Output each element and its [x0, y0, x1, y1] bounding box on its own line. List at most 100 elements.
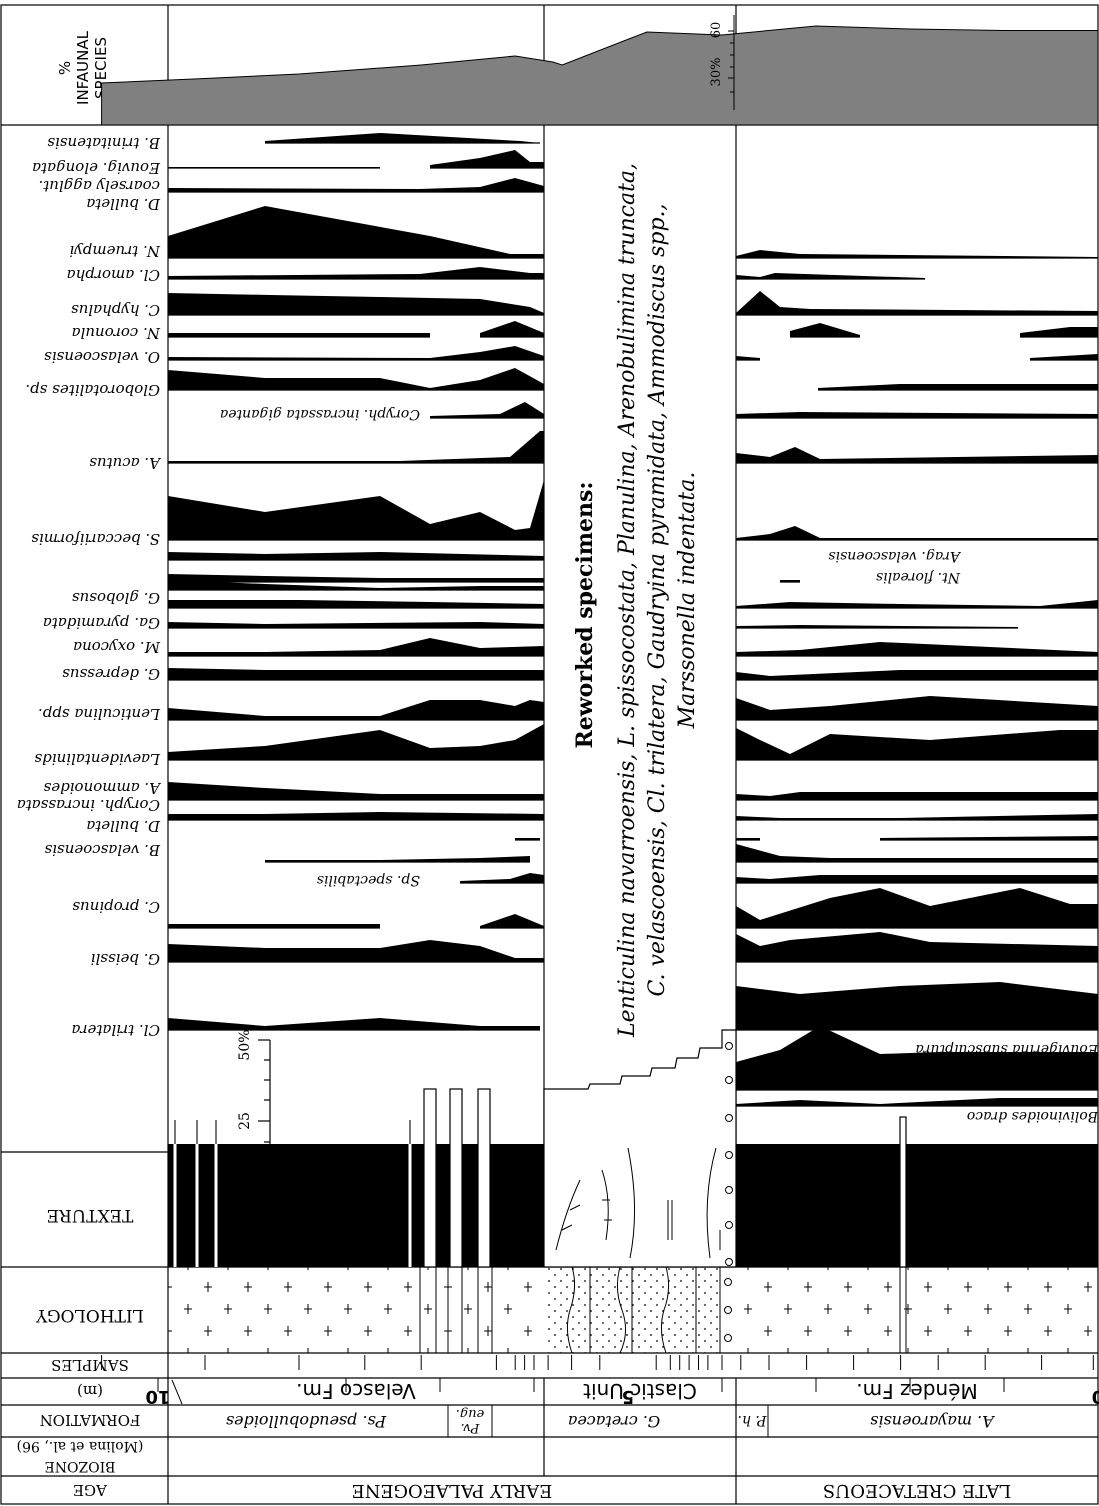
biozone-pv-eug: eug.	[456, 1406, 485, 1421]
taxon-label: A. acutus	[89, 454, 162, 472]
taxon-abundance-band	[736, 642, 1098, 656]
depth-scale: 10 5 0	[145, 1378, 1099, 1407]
taxon-label: coarsely agglut.	[38, 177, 160, 195]
taxon-abundance-band	[736, 982, 1098, 1030]
taxon-abundance-band	[736, 291, 1098, 315]
taxon-abundance-band	[736, 356, 760, 360]
infaunal-area	[101, 25, 1099, 126]
taxon-abundance-band	[168, 333, 430, 337]
taxon-label: Ga. pyramidata	[43, 614, 160, 632]
taxon-abundance-band	[736, 273, 925, 279]
taxon-abundance-band	[168, 940, 544, 962]
taxon-abundance-band	[168, 638, 544, 656]
header-samples: SAMPLES	[51, 1356, 129, 1374]
formation-mendez: Méndez Fm.	[856, 1379, 977, 1403]
depth-label: 0	[1092, 1386, 1099, 1407]
texture-column	[168, 1029, 1098, 1268]
header-texture: TEXTURE	[47, 1205, 134, 1225]
age-early-palaeogene: EARLY PALAEOGENE	[352, 1480, 553, 1501]
infaunal-scale: 60 30%	[709, 15, 735, 110]
taxon-label: N. coronula	[72, 324, 161, 342]
depth-axis-start	[171, 1379, 183, 1405]
taxon-abundance-band	[736, 625, 1018, 628]
taxon-label: Globorotalites sp.	[25, 381, 160, 399]
inline-taxon-label: Arag. velascoensis	[828, 548, 962, 564]
taxon-label: G. depressus	[62, 665, 160, 683]
taxon-abundance-band	[168, 924, 380, 928]
abundance-scale-25: 25	[237, 1112, 253, 1130]
taxon-abundance-band	[480, 321, 544, 337]
infaunal-scale-30: 30%	[709, 58, 724, 87]
column-headers: % INFAUNAL SPECIES TEXTURE LITHOLOGY SAM…	[17, 30, 144, 1499]
sample-ticks	[101, 1355, 1094, 1370]
taxon-abundance-band	[168, 700, 544, 720]
taxon-abundance-band	[736, 447, 1098, 463]
taxon-abundance-band	[168, 782, 544, 800]
taxon-abundance-band	[1030, 354, 1098, 360]
taxon-abundance-band	[168, 431, 544, 463]
header-formation: FORMATION	[40, 1411, 141, 1429]
taxon-label: D. bulleta	[86, 195, 161, 213]
formation-velasco: Velasco Fm.	[296, 1379, 416, 1403]
header-infaunal-line2: INFAUNAL	[74, 30, 92, 105]
depth-label: 5	[622, 1386, 635, 1407]
taxon-abundance-band	[736, 844, 1098, 862]
taxon-label: Laevidentalinids	[34, 750, 161, 768]
taxon-label: O. velascoensis	[44, 348, 160, 366]
inline-taxon-label: Sp. spectabilis	[317, 872, 420, 888]
taxon-abundance-band	[1020, 327, 1098, 337]
header-infaunal-line1: %	[56, 61, 74, 75]
taxon-abundance-band	[168, 580, 544, 590]
header-biozone-line1: (Molina et al., 96)	[17, 1438, 144, 1454]
taxa-bands	[168, 133, 1098, 1107]
taxon-abundance-band	[736, 696, 1098, 720]
taxon-label: A. ammonoides	[43, 779, 162, 797]
taxon-abundance-band	[736, 792, 1098, 800]
biozone-pv: Pv.	[461, 1420, 481, 1435]
taxon-abundance-band	[736, 526, 1098, 540]
taxon-abundance-band	[430, 150, 544, 168]
taxon-abundance-band	[265, 133, 540, 143]
lithology-column	[168, 1266, 1098, 1354]
taxon-abundance-band	[480, 914, 544, 928]
taxon-abundance-band	[168, 574, 544, 582]
reworked-line-2: C. velascoensis, Cl. trilatera, Gaudryin…	[645, 203, 670, 996]
abundance-scale-0: 0	[237, 1159, 253, 1168]
taxon-label: N. truempyi	[69, 242, 161, 260]
taxon-label: B. trinitatensis	[47, 134, 161, 152]
taxon-abundance-band	[736, 412, 1098, 418]
taxon-abundance-band	[736, 1026, 1098, 1090]
taxon-abundance-band	[736, 250, 1098, 258]
biozone-ph: P. h.	[738, 1412, 768, 1428]
taxon-abundance-band	[168, 622, 544, 628]
taxon-abundance-band	[168, 668, 544, 680]
taxon-abundance-band	[460, 873, 544, 883]
inline-taxon-label: Eouvigerina subsculptura	[915, 1041, 1099, 1057]
taxon-label: D. bulleta	[86, 817, 161, 835]
taxon-label: Cl. trilatera	[71, 1021, 160, 1039]
taxon-abundance-band	[736, 728, 1098, 760]
taxon-label: Lenticulina spp.	[38, 705, 161, 723]
taxon-abundance-band	[736, 814, 1098, 820]
taxon-abundance-band	[168, 178, 544, 192]
taxon-label: S. beccariiformis	[31, 530, 160, 548]
taxon-abundance-band	[168, 600, 544, 608]
reworked-note: Reworked specimens: Lenticulina navarroe…	[572, 163, 700, 1038]
reworked-title: Reworked specimens:	[572, 481, 598, 748]
abundance-scale-50: 50%	[237, 1029, 253, 1060]
biozone-pseudobulloides: Ps. pseudobulloides	[226, 1412, 387, 1431]
formation-clastic: Clastic Unit	[583, 1379, 697, 1403]
inline-taxon-label: Bolivinoides draco	[967, 1108, 1099, 1124]
taxon-abundance-band	[790, 323, 860, 337]
taxon-abundance-band	[168, 293, 544, 315]
reworked-line-3: Marssonella indentata.	[675, 472, 700, 730]
reworked-line-1: Lenticulina navarroensis, L. spissocosta…	[615, 163, 640, 1038]
biozone-mayaroensis: A. mayaroensis	[870, 1412, 996, 1431]
taxon-abundance-band	[736, 888, 1098, 928]
taxon-abundance-band	[265, 856, 530, 862]
taxon-abundance-band	[736, 875, 1098, 883]
age-late-cretaceous: LATE CRETACEOUS	[823, 1480, 1012, 1501]
taxon-label: C. propinus	[72, 898, 160, 916]
taxon-abundance-band	[880, 836, 1098, 840]
